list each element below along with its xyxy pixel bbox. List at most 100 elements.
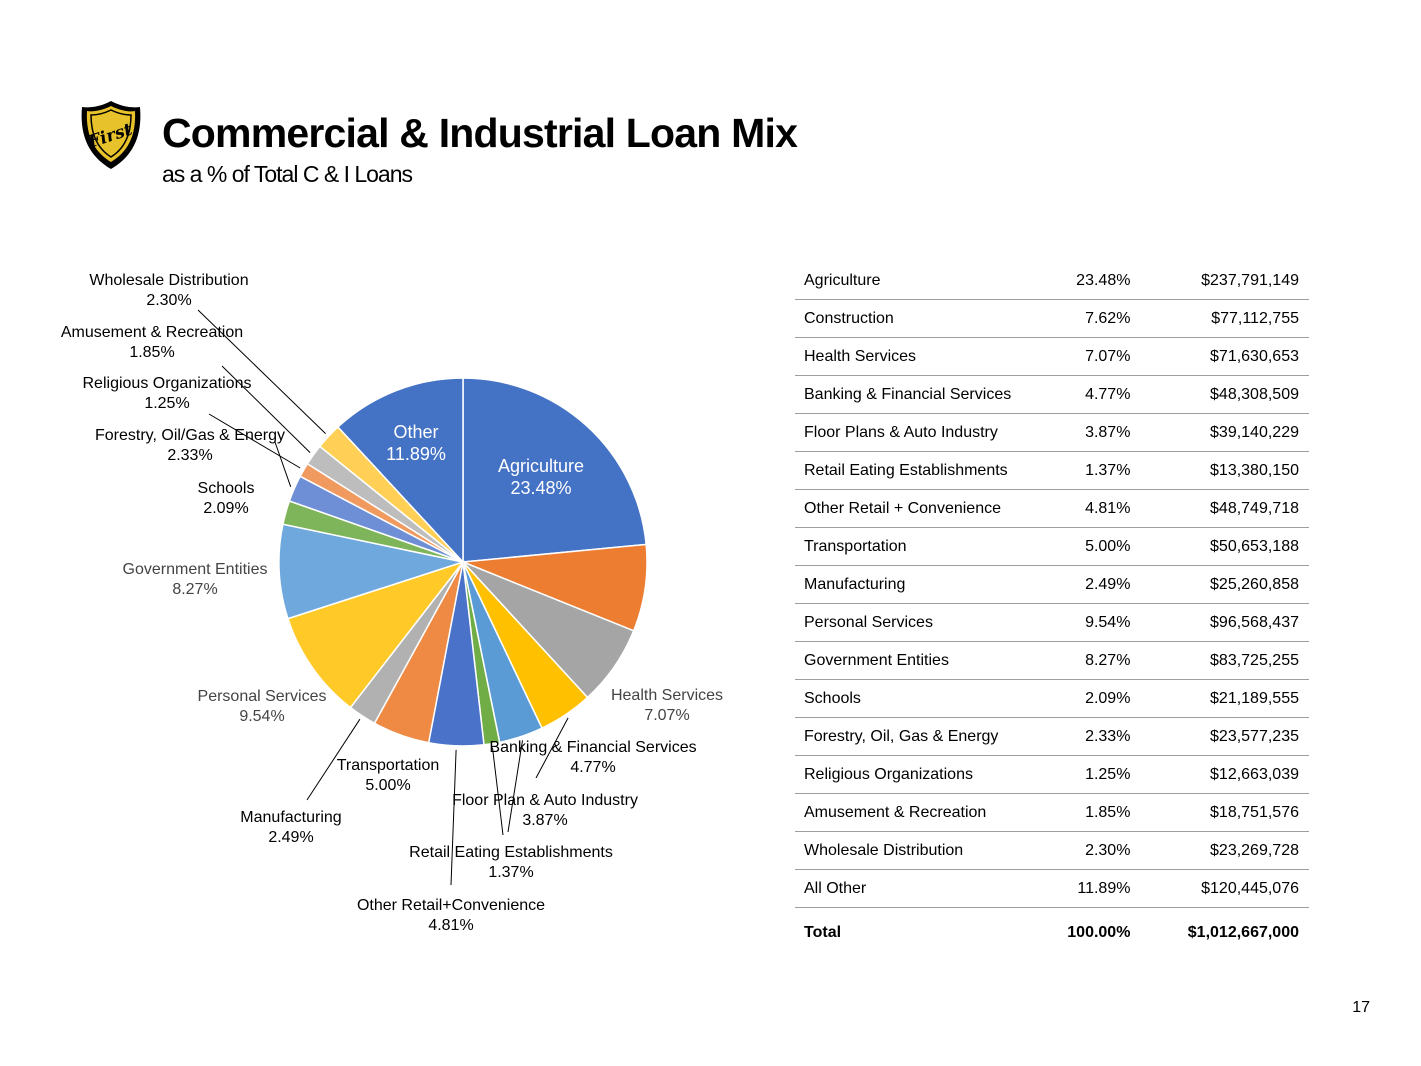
table-cell-pct: 9.54% bbox=[1021, 603, 1141, 642]
table-cell-name: Religious Organizations bbox=[795, 755, 1022, 794]
table-cell-amount: $21,189,555 bbox=[1140, 679, 1309, 718]
slice-label-agriculture: Agriculture 23.48% bbox=[498, 456, 584, 498]
leader-line-religious-organizations bbox=[208, 413, 301, 469]
table-cell-amount: $83,725,255 bbox=[1140, 641, 1309, 680]
pie-chart: Agriculture 23.48% Health Services 7.07% Ban… bbox=[61, 272, 723, 934]
pie-slice-personal-services bbox=[286, 560, 466, 709]
page-subtitle: as a % of Total C & I Loans bbox=[162, 161, 413, 187]
table-row: Transportation 5.00% $50,653,188 bbox=[795, 527, 1309, 566]
slice-label-religious-organizations: Religious Organizations 1.25% bbox=[83, 375, 252, 412]
total-pct: 100.00% bbox=[1021, 907, 1141, 958]
slice-label-wholesale-distribution: Wholesale Distribution 2.30% bbox=[89, 272, 248, 309]
table-cell-name: Schools bbox=[795, 679, 1022, 718]
table-cell-amount: $237,791,149 bbox=[1140, 262, 1309, 300]
slice-label-banking-financial-services: Banking & Financial Services 4.77% bbox=[489, 739, 696, 776]
table-cell-name: Government Entities bbox=[795, 641, 1022, 680]
table-cell-name: Health Services bbox=[795, 337, 1022, 376]
leader-line-retail-eating-establishments bbox=[492, 747, 504, 836]
slice-label-government-entities: Government Entities 8.27% bbox=[123, 561, 268, 598]
leader-line-forestry-oil-gas-energy bbox=[274, 441, 292, 487]
table-cell-pct: 2.09% bbox=[1021, 679, 1141, 718]
table-row: Wholesale Distribution 2.30% $23,269,728 bbox=[795, 831, 1309, 870]
slice-label-floor-plan-auto-industry: Floor Plan & Auto Industry 3.87% bbox=[452, 792, 638, 829]
table-cell-name: Banking & Financial Services bbox=[795, 375, 1022, 414]
table-row: Manufacturing 2.49% $25,260,858 bbox=[795, 565, 1309, 604]
slice-label-other: Other 11.89% bbox=[386, 422, 446, 464]
slice-label-transportation: Transportation 5.00% bbox=[337, 757, 440, 794]
first-logo: First bbox=[81, 101, 141, 169]
table-cell-pct: 2.49% bbox=[1021, 565, 1141, 604]
slice-label-schools: Schools 2.09% bbox=[198, 480, 255, 517]
table-row: Personal Services 9.54% $96,568,437 bbox=[795, 603, 1309, 642]
table-cell-amount: $48,749,718 bbox=[1140, 489, 1309, 528]
table-row: Banking & Financial Services 4.77% $48,308… bbox=[795, 375, 1309, 414]
leader-line-amusement-recreation bbox=[221, 365, 311, 453]
table-cell-pct: 2.30% bbox=[1021, 831, 1141, 870]
table-cell-amount: $96,568,437 bbox=[1140, 603, 1309, 642]
slice-label-amusement-recreation: Amusement & Recreation 1.85% bbox=[61, 324, 243, 361]
table-cell-pct: 23.48% bbox=[1021, 262, 1141, 300]
table-row: Schools 2.09% $21,189,555 bbox=[795, 679, 1309, 718]
pie-slice-government-entities bbox=[278, 523, 466, 620]
table-cell-name: Agriculture bbox=[795, 262, 1022, 300]
leader-line-floor-plan-auto-industry bbox=[507, 740, 523, 833]
slice-label-other-retail-convenience: Other Retail+Convenience 4.81% bbox=[357, 897, 545, 934]
table-cell-name: Wholesale Distribution bbox=[795, 831, 1022, 870]
table-cell-pct: 3.87% bbox=[1021, 413, 1141, 452]
table-row: All Other 11.89% $120,445,076 bbox=[795, 869, 1309, 908]
table-row: Other Retail + Convenience 4.81% $48,749,7… bbox=[795, 489, 1309, 528]
slice-label-health-services: Health Services 7.07% bbox=[611, 687, 723, 724]
table-cell-amount: $50,653,188 bbox=[1140, 527, 1309, 566]
table-cell-name: Construction bbox=[795, 299, 1022, 338]
table-cell-pct: 4.81% bbox=[1021, 489, 1141, 528]
leader-line-wholesale-distribution bbox=[197, 309, 326, 434]
table-cell-name: Amusement & Recreation bbox=[795, 793, 1022, 832]
table-cell-amount: $23,577,235 bbox=[1140, 717, 1309, 756]
table-cell-name: Other Retail + Convenience bbox=[795, 489, 1022, 528]
table-row: Retail Eating Establishments 1.37% $13,380… bbox=[795, 451, 1309, 490]
leader-line-manufacturing bbox=[306, 718, 361, 801]
pie-slice-other bbox=[336, 377, 464, 564]
table-cell-pct: 8.27% bbox=[1021, 641, 1141, 680]
table-row: Religious Organizations 1.25% $12,663,039 bbox=[795, 755, 1309, 794]
table-row: Health Services 7.07% $71,630,653 bbox=[795, 337, 1309, 376]
leader-line-banking-financial-services bbox=[535, 717, 569, 779]
table-cell-name: Transportation bbox=[795, 527, 1022, 566]
page-number: 17 bbox=[1352, 999, 1370, 1016]
table-row: Amusement & Recreation 1.85% $18,751,576 bbox=[795, 793, 1309, 832]
slice-label-personal-services: Personal Services 9.54% bbox=[198, 688, 327, 725]
table-total-row: Total 100.00% $1,012,667,000 bbox=[795, 907, 1309, 958]
table-row: Government Entities 8.27% $83,725,255 bbox=[795, 641, 1309, 680]
table-row: Agriculture 23.48% $237,791,149 bbox=[795, 262, 1309, 300]
table-cell-pct: 1.25% bbox=[1021, 755, 1141, 794]
table-cell-pct: 1.85% bbox=[1021, 793, 1141, 832]
total-amount: $1,012,667,000 bbox=[1140, 907, 1309, 958]
slice-label-retail-eating-establishments: Retail Eating Establishments 1.37% bbox=[409, 844, 613, 881]
table-row: Construction 7.62% $77,112,755 bbox=[795, 299, 1309, 338]
slice-label-forestry-oil-gas-energy: Forestry, Oil/Gas & Energy 2.33% bbox=[95, 427, 285, 464]
table-cell-name: Forestry, Oil, Gas & Energy bbox=[795, 717, 1022, 756]
table-cell-name: Retail Eating Establishments bbox=[795, 451, 1022, 490]
leader-line-other-retail-convenience bbox=[450, 749, 457, 886]
table-cell-name: All Other bbox=[795, 869, 1022, 908]
table-row: Forestry, Oil, Gas & Energy 2.33% $23,577,… bbox=[795, 717, 1309, 756]
table-cell-amount: $120,445,076 bbox=[1140, 869, 1309, 908]
table-cell-amount: $71,630,653 bbox=[1140, 337, 1309, 376]
page-title: Commercial & Industrial Loan Mix bbox=[162, 110, 798, 156]
table-cell-amount: $23,269,728 bbox=[1140, 831, 1309, 870]
slice-label-manufacturing: Manufacturing 2.49% bbox=[240, 809, 341, 846]
table-cell-amount: $13,380,150 bbox=[1140, 451, 1309, 490]
table-cell-amount: $39,140,229 bbox=[1140, 413, 1309, 452]
table-cell-pct: 7.62% bbox=[1021, 299, 1141, 338]
table-cell-name: Manufacturing bbox=[795, 565, 1022, 604]
loan-mix-table: Agriculture 23.48% $237,791,149 Constructio… bbox=[795, 262, 1309, 958]
table-cell-amount: $12,663,039 bbox=[1140, 755, 1309, 794]
table-cell-pct: 2.33% bbox=[1021, 717, 1141, 756]
pie-slice-agriculture bbox=[462, 377, 647, 563]
table-cell-amount: $18,751,576 bbox=[1140, 793, 1309, 832]
table-row: Floor Plans & Auto Industry 3.87% $39,140,… bbox=[795, 413, 1309, 452]
table-cell-pct: 1.37% bbox=[1021, 451, 1141, 490]
table-cell-pct: 4.77% bbox=[1021, 375, 1141, 414]
table-cell-pct: 5.00% bbox=[1021, 527, 1141, 566]
table-cell-amount: $77,112,755 bbox=[1140, 299, 1309, 338]
